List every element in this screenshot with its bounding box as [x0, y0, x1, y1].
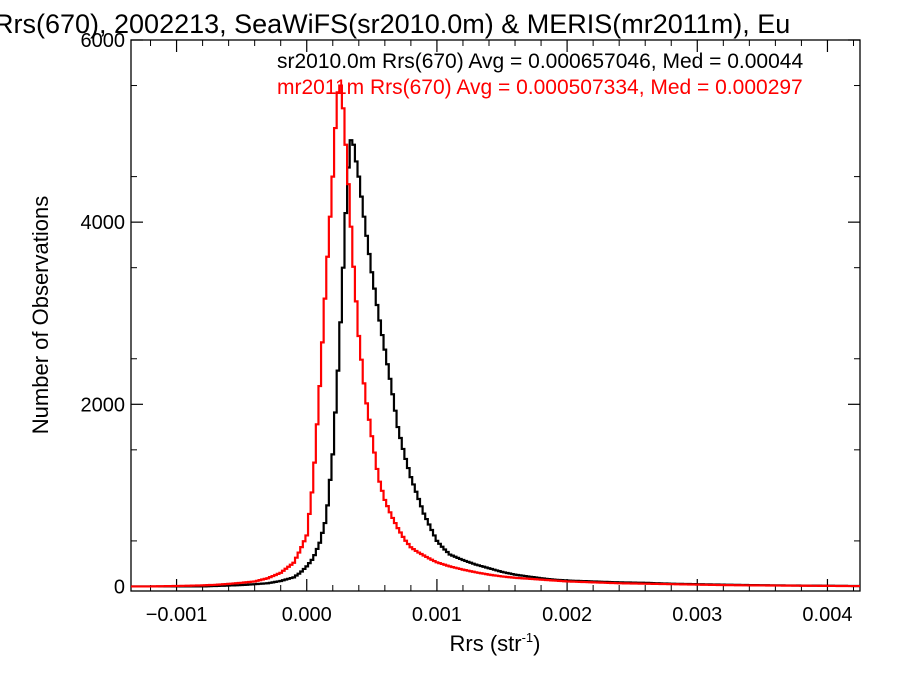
- x-axis-label-superscript: -1: [522, 630, 534, 645]
- plot-frame: [130, 39, 861, 592]
- x-axis-label-end: ): [533, 631, 540, 656]
- x-tick-label: 0.003: [672, 604, 722, 626]
- series-line-sr2010.0m: [131, 139, 860, 588]
- chart-title: Rrs(670), 2002213, SeaWiFS(sr2010.0m) & …: [0, 9, 790, 39]
- axis-ticks: −0.001 0.000 0.001 0.002 0.003 0.004 0 2000 4000…: [81, 30, 860, 626]
- y-tick-label: 6000: [81, 30, 126, 52]
- y-axis-label: Number of Observations: [28, 196, 53, 434]
- x-tick-label: 0.001: [412, 604, 462, 626]
- y-tick-label: 4000: [81, 212, 126, 234]
- annotation-text: mr2011m Rrs(670) Avg = 0.000507334, Med …: [277, 76, 803, 99]
- y-tick-label: 2000: [81, 394, 126, 416]
- y-axis-label-group: Number of Observations: [28, 196, 53, 434]
- x-axis-label-group: Rrs (str-1): [450, 630, 541, 656]
- plot-frame-group: [130, 39, 861, 592]
- x-axis-label: Rrs (str-1): [450, 630, 541, 656]
- chart-title-group: Rrs(670), 2002213, SeaWiFS(sr2010.0m) & …: [0, 9, 790, 39]
- annotation-text: sr2010.0m Rrs(670) Avg = 0.000657046, Me…: [277, 50, 803, 73]
- x-tick-label: 0.002: [542, 604, 592, 626]
- x-tick-label: 0.000: [282, 604, 332, 626]
- x-axis-label-main: Rrs (str: [450, 631, 522, 656]
- series-line-mr2011m: [131, 84, 860, 588]
- x-tick-label: 0.004: [802, 604, 852, 626]
- annotations: sr2010.0m Rrs(670) Avg = 0.000657046, Me…: [277, 50, 803, 99]
- plot-series: [131, 84, 860, 588]
- y-tick-label: 0: [114, 576, 125, 598]
- x-tick-label: −0.001: [146, 604, 208, 626]
